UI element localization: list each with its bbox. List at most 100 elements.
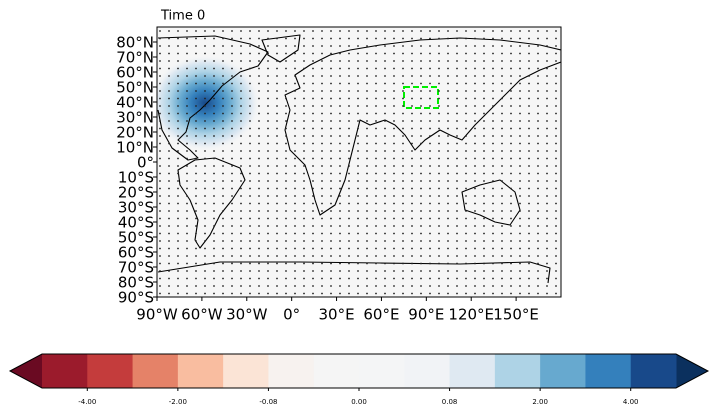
dot	[159, 90, 161, 92]
dot	[294, 255, 296, 257]
dot	[168, 247, 170, 250]
dot	[285, 112, 287, 115]
dot	[312, 285, 314, 287]
dot	[195, 210, 197, 212]
dot	[411, 127, 413, 130]
dot	[159, 67, 161, 70]
dot	[438, 30, 440, 32]
dot	[330, 127, 332, 130]
colorbar-bin	[313, 354, 360, 388]
dot	[339, 157, 341, 160]
dot	[276, 180, 278, 182]
dot	[204, 82, 206, 85]
dot	[249, 67, 251, 70]
colorbar-outline	[8, 353, 710, 389]
dot	[159, 150, 161, 152]
dot	[492, 292, 494, 295]
dot	[456, 270, 458, 272]
dot	[483, 165, 485, 167]
dot	[321, 30, 323, 32]
dot	[555, 180, 557, 182]
dot	[312, 97, 314, 100]
dot	[213, 142, 215, 145]
dot	[510, 292, 512, 295]
dot	[195, 67, 197, 70]
dot	[510, 255, 512, 257]
dot	[177, 135, 179, 137]
dot	[402, 90, 404, 92]
dot	[555, 45, 557, 47]
dot	[276, 285, 278, 287]
dot	[177, 52, 179, 55]
dot	[168, 45, 170, 47]
dot	[285, 150, 287, 152]
dot	[366, 187, 368, 190]
dot	[519, 105, 521, 107]
dot	[222, 232, 224, 235]
dot	[159, 262, 161, 265]
dot	[177, 75, 179, 77]
dot	[240, 60, 242, 62]
dot	[528, 135, 530, 137]
dot	[555, 97, 557, 100]
dot	[393, 105, 395, 107]
dot	[519, 187, 521, 190]
dot	[465, 277, 467, 280]
dot	[258, 202, 260, 205]
dot	[258, 247, 260, 250]
dot	[438, 60, 440, 62]
dot	[276, 255, 278, 257]
dot	[519, 165, 521, 167]
dot	[339, 247, 341, 250]
dot	[411, 270, 413, 272]
dot	[474, 67, 476, 70]
dot	[420, 202, 422, 205]
dot	[429, 135, 431, 137]
dot	[537, 45, 539, 47]
dot	[483, 172, 485, 175]
dot	[357, 30, 359, 32]
dot	[213, 90, 215, 92]
dot	[294, 180, 296, 182]
dot	[483, 240, 485, 242]
dot	[357, 45, 359, 47]
dot	[483, 105, 485, 107]
dot	[303, 172, 305, 175]
dot	[258, 210, 260, 212]
dot	[438, 285, 440, 287]
dot	[501, 90, 503, 92]
dot	[465, 172, 467, 175]
dot	[240, 30, 242, 32]
dot	[357, 105, 359, 107]
dot	[528, 292, 530, 295]
dot	[357, 127, 359, 130]
dot	[402, 105, 404, 107]
dot	[303, 37, 305, 40]
dot	[375, 202, 377, 205]
dot	[492, 270, 494, 272]
dot	[438, 202, 440, 205]
dot	[384, 67, 386, 70]
dot	[555, 255, 557, 257]
dot	[231, 232, 233, 235]
dot	[402, 202, 404, 205]
dot	[555, 262, 557, 265]
dot	[510, 285, 512, 287]
dot	[429, 232, 431, 235]
dot	[303, 120, 305, 122]
dot	[411, 90, 413, 92]
dot	[186, 97, 188, 100]
dot	[474, 120, 476, 122]
dot	[321, 75, 323, 77]
dot	[456, 195, 458, 197]
dot	[366, 180, 368, 182]
dot	[339, 277, 341, 280]
dot	[366, 202, 368, 205]
dot	[213, 270, 215, 272]
coastline	[284, 37, 561, 216]
dot	[159, 240, 161, 242]
dot	[312, 210, 314, 212]
dot	[312, 217, 314, 220]
dot	[519, 232, 521, 235]
dot	[348, 217, 350, 220]
